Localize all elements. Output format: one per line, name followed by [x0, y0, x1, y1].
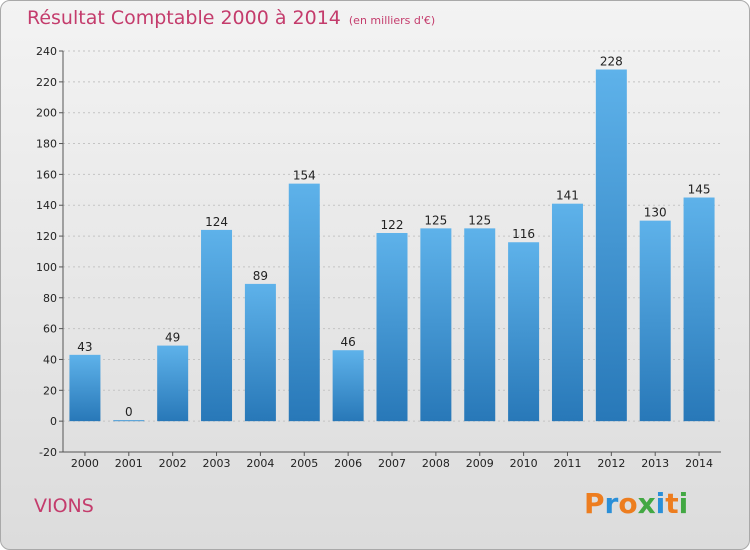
- logo-letter: i: [678, 487, 689, 520]
- x-tick-label: 2005: [290, 457, 318, 470]
- bar: [69, 354, 101, 422]
- bar: [332, 350, 364, 422]
- logo-letter: i: [655, 487, 666, 520]
- x-tick-label: 2006: [334, 457, 362, 470]
- commune-name: VIONS: [34, 495, 94, 517]
- logo-letter: o: [618, 487, 638, 520]
- bar-value-label: 125: [468, 213, 491, 227]
- y-tick-label: 200: [36, 107, 57, 120]
- proxiti-logo: Proxiti: [584, 487, 688, 520]
- x-tick-label: 2012: [597, 457, 625, 470]
- y-tick-label: 160: [36, 168, 57, 181]
- bar-value-label: 46: [340, 335, 355, 349]
- y-tick-label: 100: [36, 261, 57, 274]
- chart-title: Résultat Comptable 2000 à 2014 (en millie…: [27, 7, 435, 29]
- logo-letter: t: [665, 487, 679, 520]
- logo-letter: x: [637, 487, 656, 520]
- x-tick-label: 2003: [203, 457, 231, 470]
- bar: [244, 283, 276, 422]
- y-tick-label: 220: [36, 76, 57, 89]
- x-tick-label: 2007: [378, 457, 406, 470]
- bar: [113, 420, 145, 422]
- y-tick-label: 240: [36, 45, 57, 58]
- bar: [639, 220, 671, 422]
- x-tick-label: 2014: [685, 457, 713, 470]
- bar: [551, 203, 583, 422]
- bar-value-label: 130: [644, 206, 667, 220]
- x-tick-label: 2000: [71, 457, 99, 470]
- y-tick-label: 40: [43, 353, 57, 366]
- bar-value-label: 145: [688, 183, 711, 197]
- y-tick-label: 180: [36, 138, 57, 151]
- bar-value-label: 0: [125, 405, 133, 419]
- x-tick-label: 2008: [422, 457, 450, 470]
- bar: [683, 197, 715, 422]
- x-tick-label: 2001: [115, 457, 143, 470]
- bar-value-label: 154: [293, 169, 316, 183]
- y-tick-label: 120: [36, 230, 57, 243]
- y-tick-label: 80: [43, 292, 57, 305]
- logo-letter: P: [584, 487, 605, 520]
- bar: [288, 183, 320, 422]
- bar-value-label: 43: [77, 340, 92, 354]
- x-tick-label: 2009: [466, 457, 494, 470]
- bar-value-label: 49: [165, 331, 180, 345]
- bar: [157, 345, 189, 422]
- bar-value-label: 122: [381, 218, 404, 232]
- bar: [595, 69, 627, 422]
- bar: [508, 242, 540, 422]
- bar: [201, 229, 233, 422]
- y-tick-label: 140: [36, 199, 57, 212]
- bar: [420, 228, 452, 422]
- y-tick-label: 60: [43, 323, 57, 336]
- x-tick-label: 2004: [246, 457, 274, 470]
- bar: [464, 228, 496, 422]
- bar-value-label: 89: [253, 269, 268, 283]
- bar: [376, 232, 408, 422]
- x-tick-label: 2002: [159, 457, 187, 470]
- y-tick-label: 0: [50, 415, 57, 428]
- chart-title-text: Résultat Comptable 2000 à 2014: [27, 7, 341, 29]
- x-tick-label: 2011: [553, 457, 581, 470]
- y-tick-label: 20: [43, 384, 57, 397]
- chart-subtitle: (en milliers d'€): [348, 14, 436, 27]
- bar-value-label: 116: [512, 227, 535, 241]
- x-tick-label: 2010: [510, 457, 538, 470]
- y-tick-label: -20: [39, 446, 57, 459]
- bar-value-label: 228: [600, 55, 623, 69]
- bar-value-label: 124: [205, 215, 228, 229]
- bar-value-label: 141: [556, 189, 579, 203]
- logo-letter: r: [604, 487, 619, 520]
- bar-value-label: 125: [424, 213, 447, 227]
- x-tick-label: 2013: [641, 457, 669, 470]
